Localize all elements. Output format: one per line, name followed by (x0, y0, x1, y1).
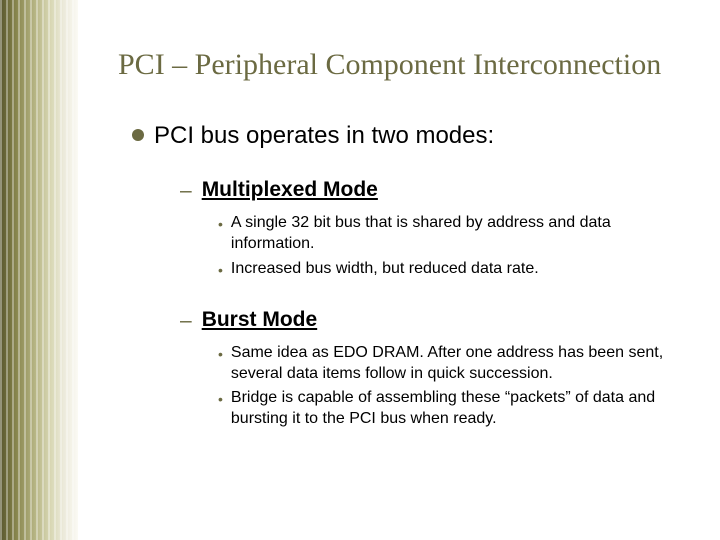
level2-heading: Burst Mode (202, 308, 318, 332)
level3-text: Same idea as EDO DRAM. After one address… (231, 343, 671, 385)
level2-item-multiplexed: – Multiplexed Mode (180, 178, 690, 203)
decorative-left-gradient (0, 0, 78, 540)
level1-item: PCI bus operates in two modes: – Multipl… (132, 122, 690, 430)
bullet-icon (132, 129, 144, 141)
slide-title: PCI – Peripheral Component Interconnecti… (118, 48, 690, 82)
dot-icon: • (218, 215, 223, 233)
dot-icon: • (218, 261, 223, 279)
level3-text: Increased bus width, but reduced data ra… (231, 259, 539, 280)
level3-item: • Bridge is capable of assembling these … (218, 388, 690, 430)
level3-item: • Same idea as EDO DRAM. After one addre… (218, 343, 690, 385)
dot-icon: • (218, 345, 223, 363)
dash-icon: – (180, 178, 192, 203)
level3-text: A single 32 bit bus that is shared by ad… (231, 213, 671, 255)
level2-heading: Multiplexed Mode (202, 178, 378, 202)
slide-content: PCI – Peripheral Component Interconnecti… (118, 48, 690, 458)
level3-text: Bridge is capable of assembling these “p… (231, 388, 671, 430)
level1-text: PCI bus operates in two modes: (154, 122, 494, 150)
level3-list-burst: • Same idea as EDO DRAM. After one addre… (218, 343, 690, 430)
dash-icon: – (180, 308, 192, 333)
level3-item: • A single 32 bit bus that is shared by … (218, 213, 690, 255)
level3-item: • Increased bus width, but reduced data … (218, 259, 690, 280)
level2-item-burst: – Burst Mode (180, 308, 690, 333)
level3-list-multiplexed: • A single 32 bit bus that is shared by … (218, 213, 690, 279)
dot-icon: • (218, 390, 223, 408)
